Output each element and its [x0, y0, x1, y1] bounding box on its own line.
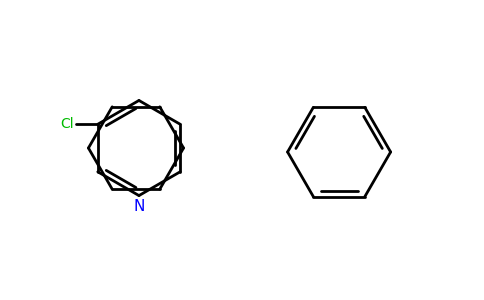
Text: Cl: Cl: [60, 117, 74, 131]
Text: N: N: [133, 199, 145, 214]
